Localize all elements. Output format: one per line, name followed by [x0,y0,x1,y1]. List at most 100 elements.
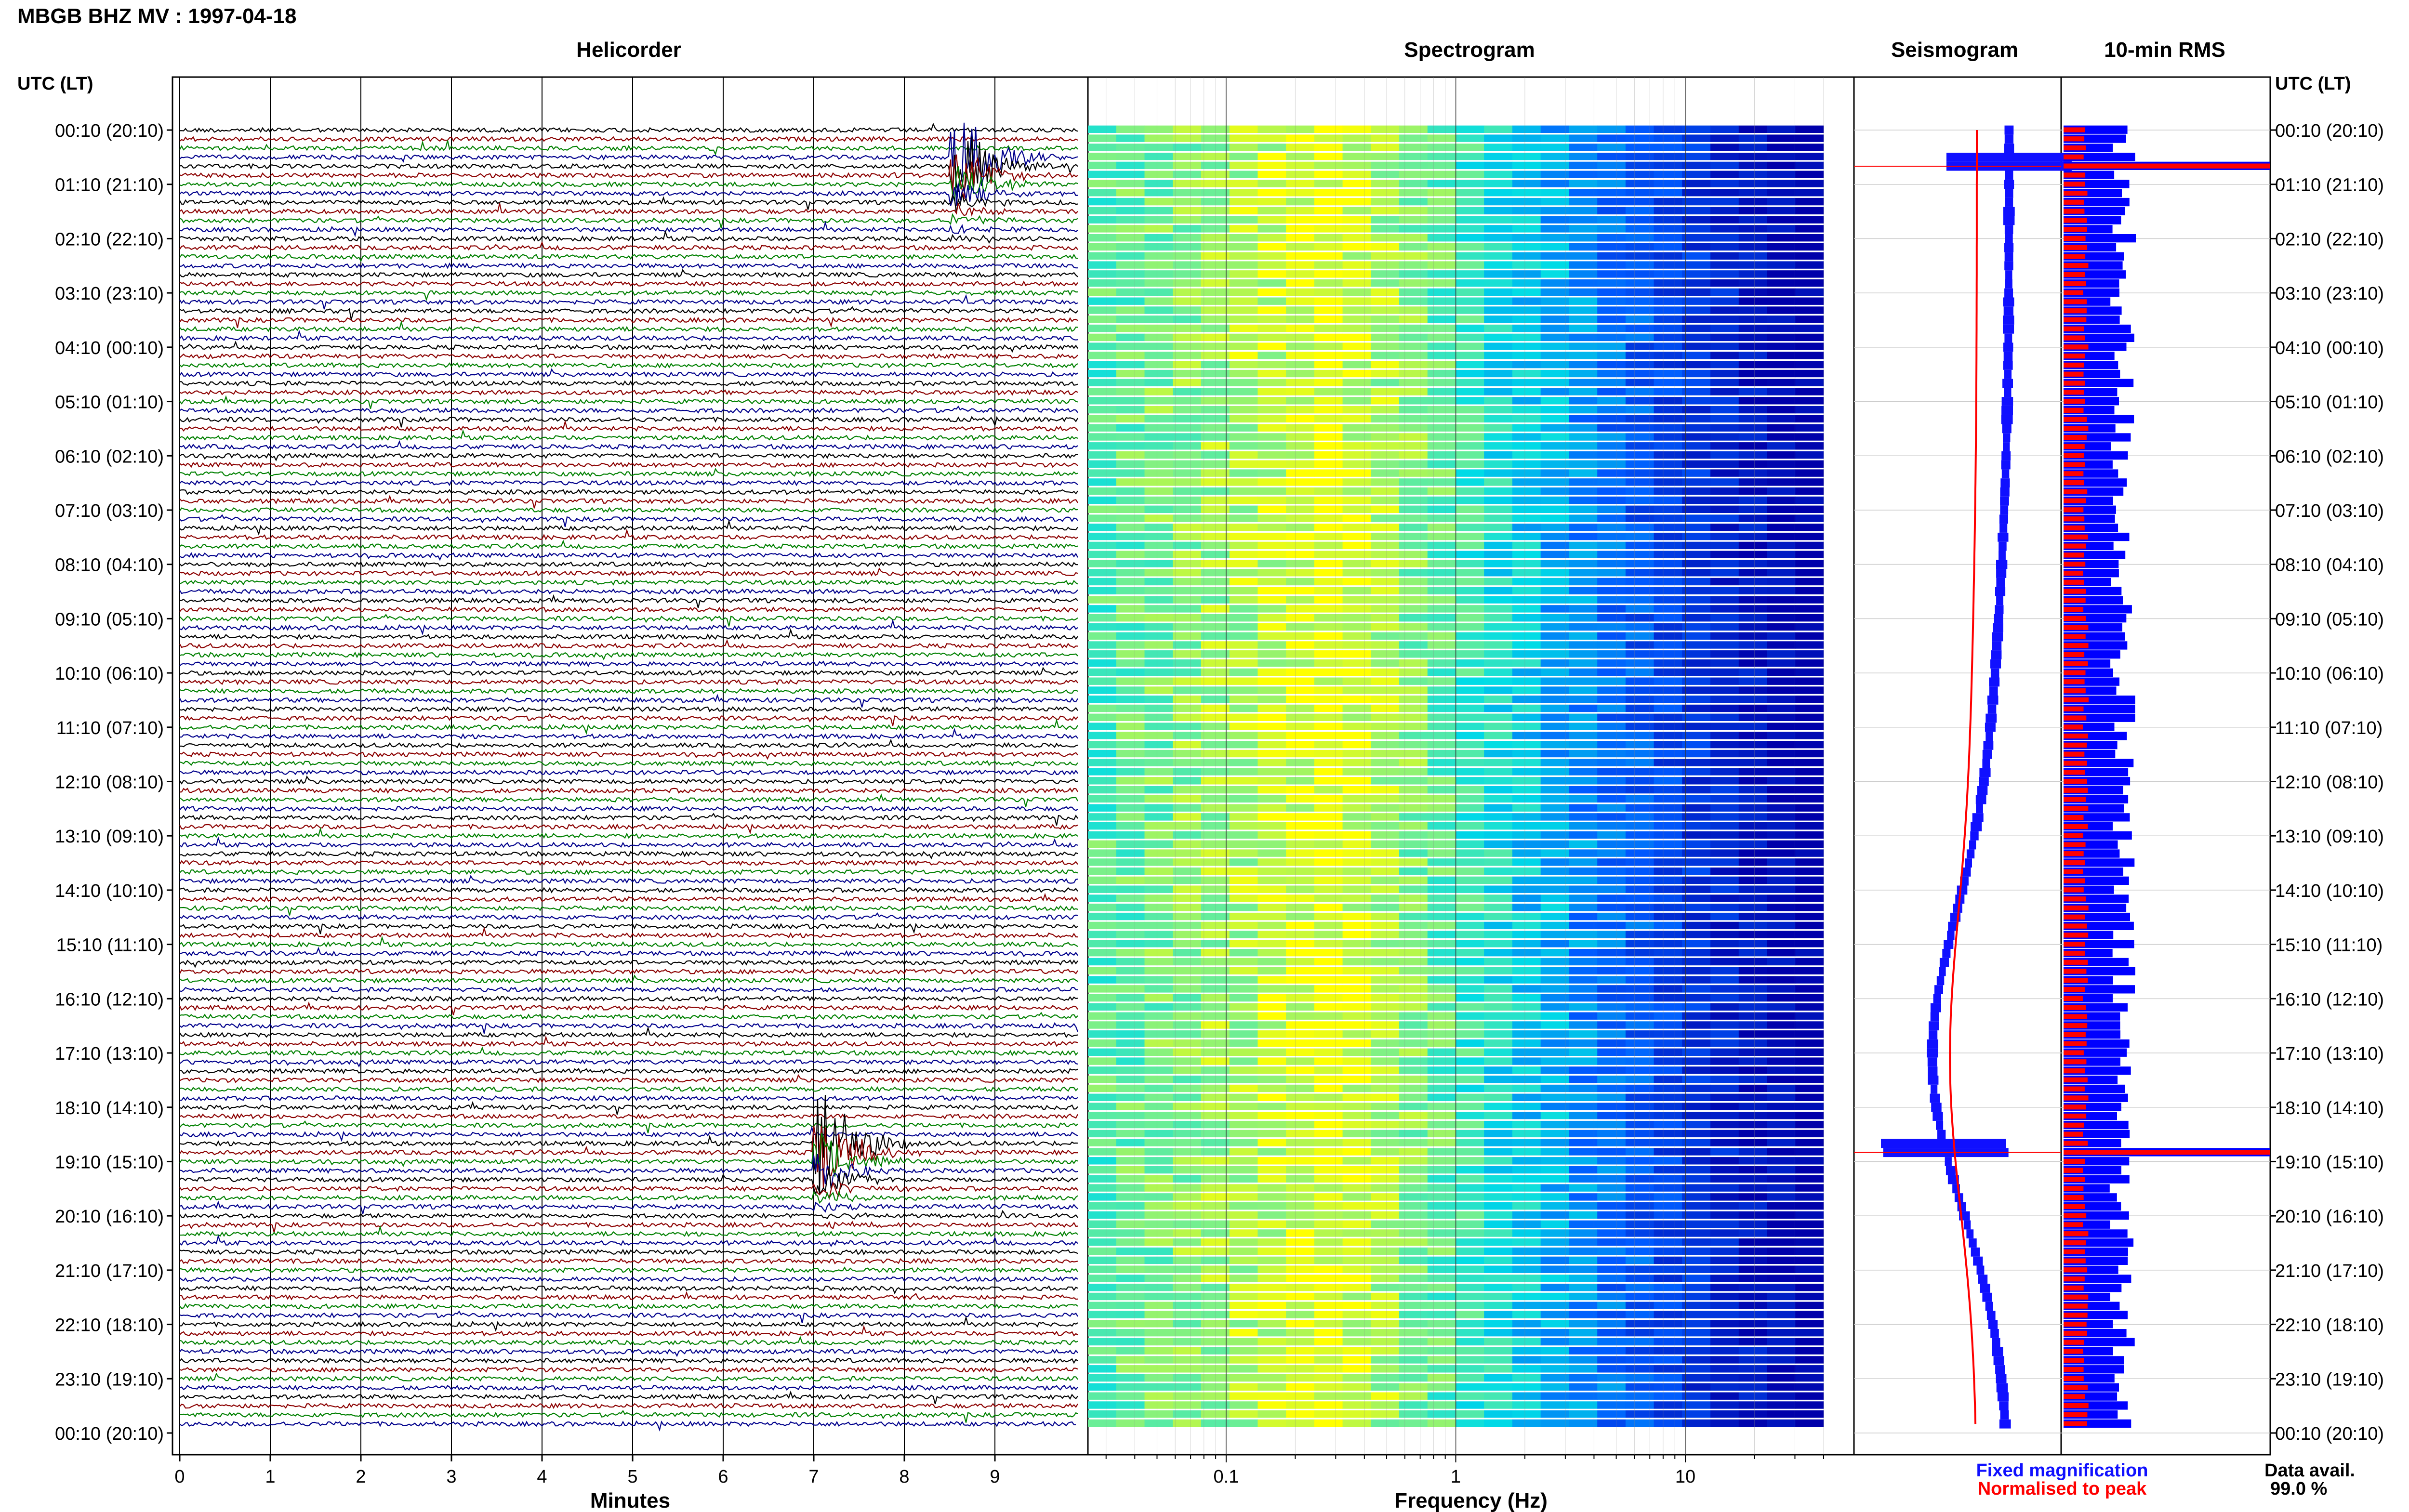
spectrogram-cell [1314,288,1343,296]
spectrogram-cell [1229,759,1258,766]
time-tick-label-left: 11:10 (07:10) [56,718,164,738]
spectrogram-cell [1597,949,1626,957]
seismogram-fixed-segment [2003,342,2013,352]
spectrogram-cell [1173,1383,1202,1391]
spectrogram-cell [1569,632,1598,640]
time-tick-label-right: 09:10 (05:10) [2275,609,2384,630]
minute-tick-label: 1 [265,1467,275,1487]
spectrogram-cell [1625,505,1655,513]
spectrogram-cell [1569,1030,1598,1038]
spectrogram-cell [1116,1076,1145,1083]
spectrogram-cell [1257,279,1286,287]
spectrogram-cell [1540,605,1569,613]
spectrogram-cell [1286,578,1315,586]
spectrogram-cell [1625,451,1655,459]
spectrogram-cell [1427,1311,1456,1318]
spectrogram-cell [1710,225,1739,233]
rms-normalised-bar [2064,1023,2088,1028]
rms-normalised-bar [2064,1303,2088,1309]
rms-normalised-bar [2064,145,2086,151]
spectrogram-cell [1512,316,1541,323]
spectrogram-cell [1484,795,1513,803]
spectrogram-cell [1286,768,1315,776]
spectrogram-cell [1427,1383,1456,1391]
spectrogram-cell [1767,976,1796,984]
spectrogram-cell [1682,197,1711,206]
spectrogram-cell [1342,1338,1371,1346]
spectrogram-cell [1257,379,1286,386]
spectrogram-cell [1767,912,1796,920]
spectrogram-cell [1144,650,1173,658]
spectrogram-cell [1116,424,1145,432]
spectrogram-cell [1371,632,1400,640]
helicorder-trace [179,687,1078,695]
time-tick-label-left: 03:10 (23:10) [55,284,164,304]
spectrogram-cell [1540,1238,1569,1246]
time-tick-label-left: 10:10 (06:10) [55,664,164,684]
spectrogram-cell [1654,1030,1682,1038]
spectrogram-cell [1512,406,1541,414]
spectrogram-cell [1088,1076,1117,1083]
panel-title-helicorder: Helicorder [576,38,681,62]
spectrogram-cell [1597,1392,1626,1400]
spectrogram-cell [1144,369,1173,378]
spectrogram-cell [1484,921,1513,930]
spectrogram-cell [1654,1401,1682,1409]
spectrogram-cell [1371,1184,1400,1192]
spectrogram-cell [1795,1238,1824,1246]
spectrogram-cell [1173,985,1202,993]
spectrogram-cell [1540,270,1569,278]
spectrogram-cell [1738,324,1767,332]
spectrogram-cell [1399,451,1428,459]
spectrogram-cell [1399,804,1428,812]
helicorder-trace [179,1372,1078,1382]
spectrogram-cell [1088,1202,1117,1210]
spectrogram-cell [1257,1012,1286,1020]
rms-normalised-bar [2064,1349,2083,1354]
spectrogram-cell [1342,451,1371,459]
spectrogram-cell [1116,125,1145,133]
spectrogram-cell [1625,885,1655,893]
spectrogram-cell [1710,1401,1739,1409]
spectrogram-cell [1569,1302,1598,1309]
spectrogram-cell [1597,352,1626,359]
rms-normalised-bar [2064,742,2087,748]
spectrogram-cell [1201,1112,1230,1119]
spectrogram-cell [1173,1229,1202,1237]
spectrogram-cell [1201,1365,1230,1373]
spectrogram-cell [1484,1365,1513,1373]
spectrogram-cell [1767,1292,1796,1301]
spectrogram-cell [1173,524,1202,531]
spectrogram-cell [1738,270,1767,278]
spectrogram-cell [1625,605,1655,613]
spectrogram-cell [1625,478,1655,486]
spectrogram-cell [1456,659,1484,667]
spectrogram-cell [1738,1256,1767,1264]
spectrogram-cell [1088,551,1117,558]
spectrogram-cell [1399,197,1428,206]
spectrogram-cell [1116,749,1145,758]
spectrogram-cell [1342,1057,1371,1065]
spectrogram-cell [1144,424,1173,432]
spectrogram-cell [1314,1320,1343,1328]
spectrogram-cell [1229,696,1258,703]
spectrogram-cell [1682,442,1711,450]
spectrogram-cell [1342,931,1371,938]
spectrogram-cell [1569,1338,1598,1346]
spectrogram-cell [1682,288,1711,296]
spectrogram-cell [1682,1084,1711,1092]
seismogram-fixed-segment [1992,1338,2000,1347]
spectrogram-cell [1144,541,1173,550]
spectrogram-cell [1116,1166,1145,1174]
spectrogram-cell [1173,397,1202,405]
spectrogram-cell [1767,623,1796,631]
spectrogram-cell [1173,306,1202,314]
spectrogram-cell [1795,668,1824,676]
spectrogram-cell [1456,949,1484,957]
spectrogram-cell [1738,225,1767,233]
spectrogram-cell [1371,1256,1400,1264]
spectrogram-cell [1767,144,1796,151]
spectrogram-cell [1654,713,1682,721]
spectrogram-cell [1710,1112,1739,1119]
spectrogram-cell [1654,949,1682,957]
